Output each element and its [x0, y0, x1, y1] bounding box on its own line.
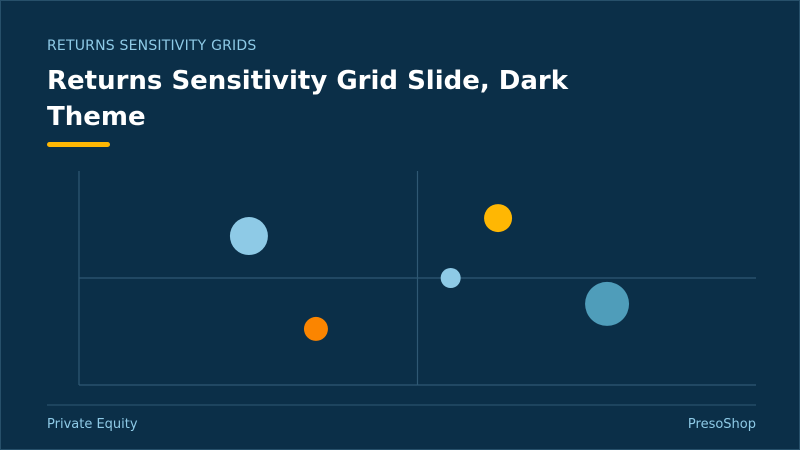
bubble	[229, 217, 268, 256]
slide-title: Returns Sensitivity Grid Slide, Dark The…	[47, 66, 569, 132]
footer-left: Private Equity	[47, 417, 138, 432]
kicker: RETURNS SENSITIVITY GRIDS	[47, 38, 257, 54]
title-accent	[47, 142, 110, 147]
bubble	[585, 281, 630, 326]
bubble	[303, 316, 328, 341]
bubble	[440, 268, 461, 288]
bubble	[484, 204, 513, 233]
footer-right: PresoShop	[687, 417, 756, 432]
